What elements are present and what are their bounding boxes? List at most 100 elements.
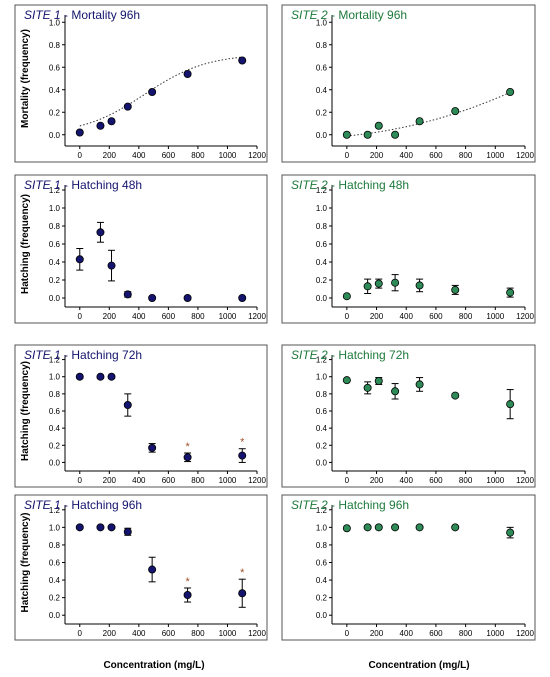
data-point <box>183 591 192 600</box>
data-point <box>374 279 383 288</box>
x-tick-label: 1200 <box>248 151 266 160</box>
y-tick-label: 0.2 <box>49 108 61 117</box>
x-tick-label: 0 <box>345 629 350 638</box>
y-tick-label: 1.2 <box>49 186 61 195</box>
x-tick-label: 0 <box>345 312 350 321</box>
data-point <box>451 285 460 294</box>
x-tick-label: 1000 <box>219 629 237 638</box>
x-tick-label: 600 <box>162 476 176 485</box>
data-point <box>391 523 400 532</box>
panel-title-site: SITE 2 <box>291 498 328 512</box>
x-tick-label: 1000 <box>219 476 237 485</box>
y-tick-label: 0.6 <box>316 63 328 72</box>
y-tick-label: 0.4 <box>49 258 61 267</box>
y-tick-label: 0.2 <box>49 594 61 603</box>
x-tick-label: 0 <box>78 151 83 160</box>
data-point <box>123 102 132 111</box>
y-tick-label: 0.4 <box>49 424 61 433</box>
panel-title: SITE 2 - Hatching 72h <box>291 348 409 362</box>
y-tick-label: 0.6 <box>316 240 328 249</box>
panel-frame <box>281 494 536 641</box>
y-tick-label: 1.0 <box>316 523 328 532</box>
x-tick-label: 200 <box>370 312 384 321</box>
data-point <box>238 56 247 65</box>
panel-frame <box>14 174 268 324</box>
x-tick-label: 600 <box>429 629 443 638</box>
x-tick-label: 400 <box>132 312 146 321</box>
x-tick-label: 1200 <box>516 476 534 485</box>
data-point <box>415 281 424 290</box>
y-tick-label: 0.8 <box>316 41 328 50</box>
y-tick-label: 0.6 <box>316 407 328 416</box>
y-tick-label: 0.8 <box>49 390 61 399</box>
y-tick-label: 0.4 <box>316 86 328 95</box>
fitted-curve <box>79 56 243 127</box>
x-tick-label: 1200 <box>516 629 534 638</box>
panel-title-site: SITE 1 <box>24 348 61 362</box>
data-point <box>342 130 351 139</box>
x-tick-label: 800 <box>459 629 473 638</box>
y-axis-label: Hatching (frequency) <box>20 194 31 294</box>
data-point <box>374 121 383 130</box>
y-tick-label: 0.4 <box>316 576 328 585</box>
y-tick-label: 0.0 <box>316 611 328 620</box>
x-tick-label: 1200 <box>248 312 266 321</box>
data-point <box>107 117 116 126</box>
x-tick-label: 400 <box>400 629 414 638</box>
y-tick-label: 0.0 <box>316 131 328 140</box>
y-axis-label: Mortality (frequency) <box>20 29 31 128</box>
x-tick-label: 800 <box>459 151 473 160</box>
x-tick-label: 800 <box>191 629 205 638</box>
x-tick-label: 600 <box>162 629 176 638</box>
panel-title-site: SITE 2 <box>291 178 328 192</box>
panel-title-site: SITE 2 <box>291 8 328 22</box>
data-point <box>96 228 105 237</box>
x-tick-label: 800 <box>191 151 205 160</box>
x-tick-label: 1200 <box>248 629 266 638</box>
significance-star: * <box>240 437 245 449</box>
x-tick-label: 0 <box>78 312 83 321</box>
data-point <box>148 293 157 302</box>
y-axis-label: Hatching (frequency) <box>20 512 31 612</box>
y-tick-label: 0.8 <box>316 390 328 399</box>
data-point <box>75 523 84 532</box>
data-point <box>183 453 192 462</box>
data-point <box>506 288 515 297</box>
panel-frame <box>14 344 268 488</box>
y-tick-label: 0.0 <box>49 294 61 303</box>
panel-title-site: SITE 1 <box>24 178 61 192</box>
panel-title-rest: - Hatching 72h <box>328 348 409 362</box>
data-point <box>506 88 515 97</box>
panel-title-rest: - Hatching 48h <box>328 178 409 192</box>
data-point <box>148 565 157 574</box>
y-tick-label: 1.0 <box>316 204 328 213</box>
y-tick-label: 0.6 <box>49 240 61 249</box>
y-axis-label: Hatching (frequency) <box>20 361 31 461</box>
x-tick-label: 600 <box>429 151 443 160</box>
y-tick-label: 0.2 <box>316 108 328 117</box>
panel-title: SITE 1 - Mortality 96h <box>24 8 140 22</box>
x-tick-label: 400 <box>132 629 146 638</box>
x-tick-label: 1200 <box>516 151 534 160</box>
data-point <box>123 527 132 536</box>
y-tick-label: 0.2 <box>49 441 61 450</box>
data-point <box>391 130 400 139</box>
data-point <box>451 391 460 400</box>
data-point <box>238 589 247 598</box>
x-tick-label: 0 <box>345 476 350 485</box>
data-point <box>342 524 351 533</box>
x-tick-label: 1200 <box>248 476 266 485</box>
y-tick-label: 1.2 <box>316 356 328 365</box>
x-tick-label: 800 <box>191 476 205 485</box>
y-tick-label: 1.0 <box>316 18 328 27</box>
x-tick-label: 0 <box>345 151 350 160</box>
x-tick-label: 600 <box>429 476 443 485</box>
y-tick-label: 0.4 <box>49 576 61 585</box>
data-point <box>506 400 515 409</box>
x-tick-label: 200 <box>370 629 384 638</box>
significance-star: * <box>240 567 245 579</box>
data-point <box>342 292 351 301</box>
x-tick-label: 400 <box>400 151 414 160</box>
x-tick-label: 600 <box>429 312 443 321</box>
